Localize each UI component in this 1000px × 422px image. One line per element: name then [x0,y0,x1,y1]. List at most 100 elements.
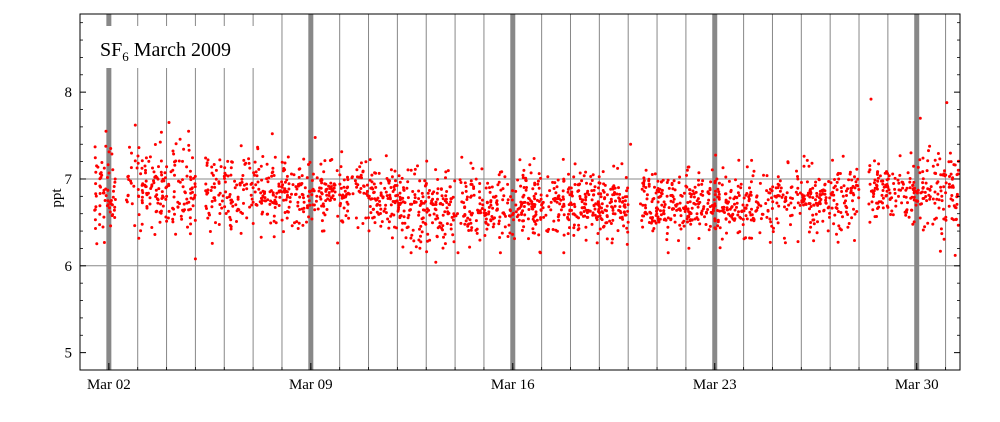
data-point [898,173,902,177]
data-point [909,151,913,155]
data-point [468,210,472,214]
data-point [915,199,919,203]
data-point [655,206,659,210]
data-point [771,185,775,189]
data-point [234,203,238,207]
data-point [377,171,381,175]
data-point [821,219,825,223]
data-point [245,216,249,220]
data-point [844,189,848,193]
data-point [789,223,792,227]
data-point [109,147,113,150]
data-point [205,163,209,167]
data-point [346,178,350,182]
data-point [487,212,490,216]
data-point [839,211,843,214]
data-point [812,222,816,226]
data-point [372,182,376,186]
data-point [270,171,274,175]
data-point [708,205,712,209]
data-point [925,199,929,203]
data-point [370,173,374,177]
data-point [514,210,518,214]
data-point [183,191,187,195]
data-point [857,188,861,191]
data-point [172,190,176,194]
data-point [491,225,495,229]
data-point [153,143,157,146]
data-point [809,221,813,224]
data-point [306,194,310,198]
data-point [272,201,275,205]
data-point [430,199,434,203]
data-point [841,215,844,219]
data-point [533,183,537,187]
data-point [700,212,704,216]
data-point [325,193,329,197]
data-point [439,187,443,191]
data-point [928,144,932,148]
data-point [755,208,759,212]
data-point [759,217,763,221]
data-point [383,207,387,211]
data-point [722,205,726,209]
data-point [229,227,233,231]
data-point [744,206,748,210]
data-point [94,170,98,174]
data-point [852,207,855,211]
data-point [783,205,786,209]
data-point [811,196,815,200]
data-point [167,182,171,186]
data-point [93,156,97,160]
data-point [625,226,629,230]
data-point [378,199,381,203]
data-point [464,189,468,193]
data-point [256,145,260,149]
data-point [271,166,275,170]
data-point [662,209,666,213]
data-point [812,203,816,207]
data-point [933,201,937,205]
data-point [836,210,840,213]
data-point [599,195,603,199]
data-point [239,144,243,148]
data-point [798,203,802,207]
data-point [611,218,615,222]
data-point [161,195,165,199]
data-point [605,204,609,208]
data-point [536,179,540,183]
data-point [287,182,291,186]
data-point [259,191,263,195]
data-point [582,210,586,213]
data-point [225,196,229,200]
data-point [784,197,787,201]
data-point [157,165,160,169]
data-point [678,201,682,205]
data-point [670,181,674,185]
data-point [365,189,369,193]
data-point [159,211,163,215]
data-point [569,186,573,190]
data-point [324,189,328,193]
data-point [338,193,342,197]
data-point [811,218,815,222]
data-point [928,195,932,199]
data-point [876,179,880,183]
data-point [113,180,117,184]
data-point [896,178,900,182]
data-point [151,166,154,170]
data-point [905,210,908,214]
data-point [144,156,148,160]
data-point [851,191,855,195]
data-point [218,212,222,215]
data-point [602,190,606,194]
data-point [351,192,355,196]
data-point [596,232,600,235]
data-point [136,188,140,191]
data-point [524,188,528,192]
data-point [681,221,685,225]
data-point [488,190,492,194]
data-point [130,151,133,155]
data-point [478,182,482,185]
data-point [776,221,780,225]
